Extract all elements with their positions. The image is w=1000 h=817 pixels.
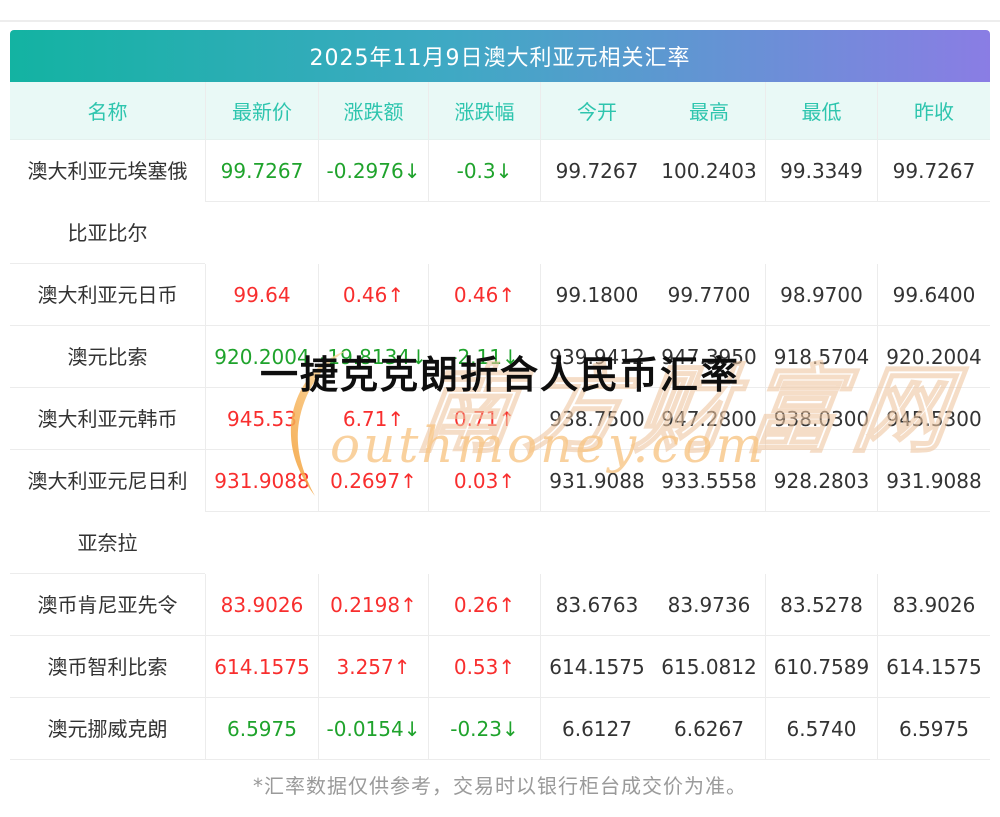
cell-latest: 83.9026	[205, 574, 318, 636]
cell-prev: 920.2004	[877, 326, 990, 388]
col-header-open: 今开	[540, 82, 653, 140]
cell-change: -0.0154↓	[318, 698, 428, 760]
cell-pct: -0.3↓	[428, 140, 540, 202]
cell-low: 610.7589	[765, 636, 877, 698]
spacer-cell	[540, 512, 653, 574]
spacer-cell	[318, 512, 428, 574]
top-divider	[0, 20, 1000, 22]
cell-pct: 0.03↑	[428, 450, 540, 512]
row-name: 澳大利亚元尼日利亚奈拉	[10, 450, 205, 574]
cell-pct: 0.53↑	[428, 636, 540, 698]
spacer-cell	[653, 202, 765, 264]
row-name: 澳元比索	[10, 326, 205, 388]
row-name: 澳币智利比索	[10, 636, 205, 698]
col-header-name: 名称	[10, 82, 205, 140]
cell-low: 99.3349	[765, 140, 877, 202]
cell-change: 0.2198↑	[318, 574, 428, 636]
cell-high: 933.5558	[653, 450, 765, 512]
spacer-cell	[428, 512, 540, 574]
cell-open: 939.9412	[540, 326, 653, 388]
cell-change: 0.2697↑	[318, 450, 428, 512]
cell-change: -0.2976↓	[318, 140, 428, 202]
cell-latest: 920.2004	[205, 326, 318, 388]
row-name: 澳币肯尼亚先令	[10, 574, 205, 636]
cell-low: 6.5740	[765, 698, 877, 760]
watermark-domain-text: outhmoney.com	[330, 416, 766, 474]
spacer-cell	[540, 202, 653, 264]
cell-high: 6.6267	[653, 698, 765, 760]
col-header-pct: 涨跌幅	[428, 82, 540, 140]
spacer-cell	[765, 202, 877, 264]
cell-open: 938.7500	[540, 388, 653, 450]
cell-low: 938.0300	[765, 388, 877, 450]
disclaimer-footnote: *汇率数据仅供参考，交易时以银行柜台成交价为准。	[253, 774, 747, 798]
cell-latest: 99.7267	[205, 140, 318, 202]
spacer-cell	[205, 202, 318, 264]
cell-pct: -2.11↓	[428, 326, 540, 388]
spacer-cell	[877, 512, 990, 574]
cell-low: 928.2803	[765, 450, 877, 512]
col-header-prev: 昨收	[877, 82, 990, 140]
col-header-high: 最高	[653, 82, 765, 140]
cell-high: 615.0812	[653, 636, 765, 698]
cell-high: 83.9736	[653, 574, 765, 636]
table-title-bar: 2025年11月9日澳大利亚元相关汇率	[10, 30, 990, 82]
cell-open: 83.6763	[540, 574, 653, 636]
cell-open: 614.1575	[540, 636, 653, 698]
cell-pct: -0.23↓	[428, 698, 540, 760]
cell-prev: 945.5300	[877, 388, 990, 450]
row-name: 澳大利亚元韩币	[10, 388, 205, 450]
cell-latest: 614.1575	[205, 636, 318, 698]
col-header-change: 涨跌额	[318, 82, 428, 140]
table-title: 2025年11月9日澳大利亚元相关汇率	[309, 46, 691, 71]
col-header-latest: 最新价	[205, 82, 318, 140]
cell-pct: 0.71↑	[428, 388, 540, 450]
cell-high: 947.3950	[653, 326, 765, 388]
overlay-headline: 一捷克克朗折合人民币汇率	[259, 353, 740, 397]
cell-prev: 614.1575	[877, 636, 990, 698]
row-name: 澳大利亚元埃塞俄比亚比尔	[10, 140, 205, 264]
cell-change: 6.71↑	[318, 388, 428, 450]
cell-high: 100.2403	[653, 140, 765, 202]
cell-high: 947.2800	[653, 388, 765, 450]
cell-prev: 6.5975	[877, 698, 990, 760]
spacer-cell	[765, 512, 877, 574]
cell-low: 98.9700	[765, 264, 877, 326]
cell-prev: 99.6400	[877, 264, 990, 326]
cell-low: 918.5704	[765, 326, 877, 388]
cell-open: 99.7267	[540, 140, 653, 202]
spacer-cell	[877, 202, 990, 264]
southmoney-swoosh-logo-icon	[290, 350, 347, 496]
cell-pct: 0.26↑	[428, 574, 540, 636]
cell-open: 931.9088	[540, 450, 653, 512]
row-name: 澳元挪威克朗	[10, 698, 205, 760]
spacer-cell	[428, 202, 540, 264]
cell-open: 99.1800	[540, 264, 653, 326]
cell-prev: 83.9026	[877, 574, 990, 636]
spacer-cell	[653, 512, 765, 574]
cell-low: 83.5278	[765, 574, 877, 636]
cell-latest: 99.64	[205, 264, 318, 326]
cell-latest: 931.9088	[205, 450, 318, 512]
cell-high: 99.7700	[653, 264, 765, 326]
cell-latest: 6.5975	[205, 698, 318, 760]
rates-table: 名称 最新价 涨跌额 涨跌幅 今开 最高 最低 昨收 澳大利亚元埃塞俄比亚比尔 …	[10, 82, 990, 760]
spacer-cell	[318, 202, 428, 264]
col-header-low: 最低	[765, 82, 877, 140]
cell-change: 3.257↑	[318, 636, 428, 698]
cell-prev: 931.9088	[877, 450, 990, 512]
row-name: 澳大利亚元日币	[10, 264, 205, 326]
cell-pct: 0.46↑	[428, 264, 540, 326]
cell-change: 0.46↑	[318, 264, 428, 326]
cell-open: 6.6127	[540, 698, 653, 760]
cell-prev: 99.7267	[877, 140, 990, 202]
spacer-cell	[205, 512, 318, 574]
